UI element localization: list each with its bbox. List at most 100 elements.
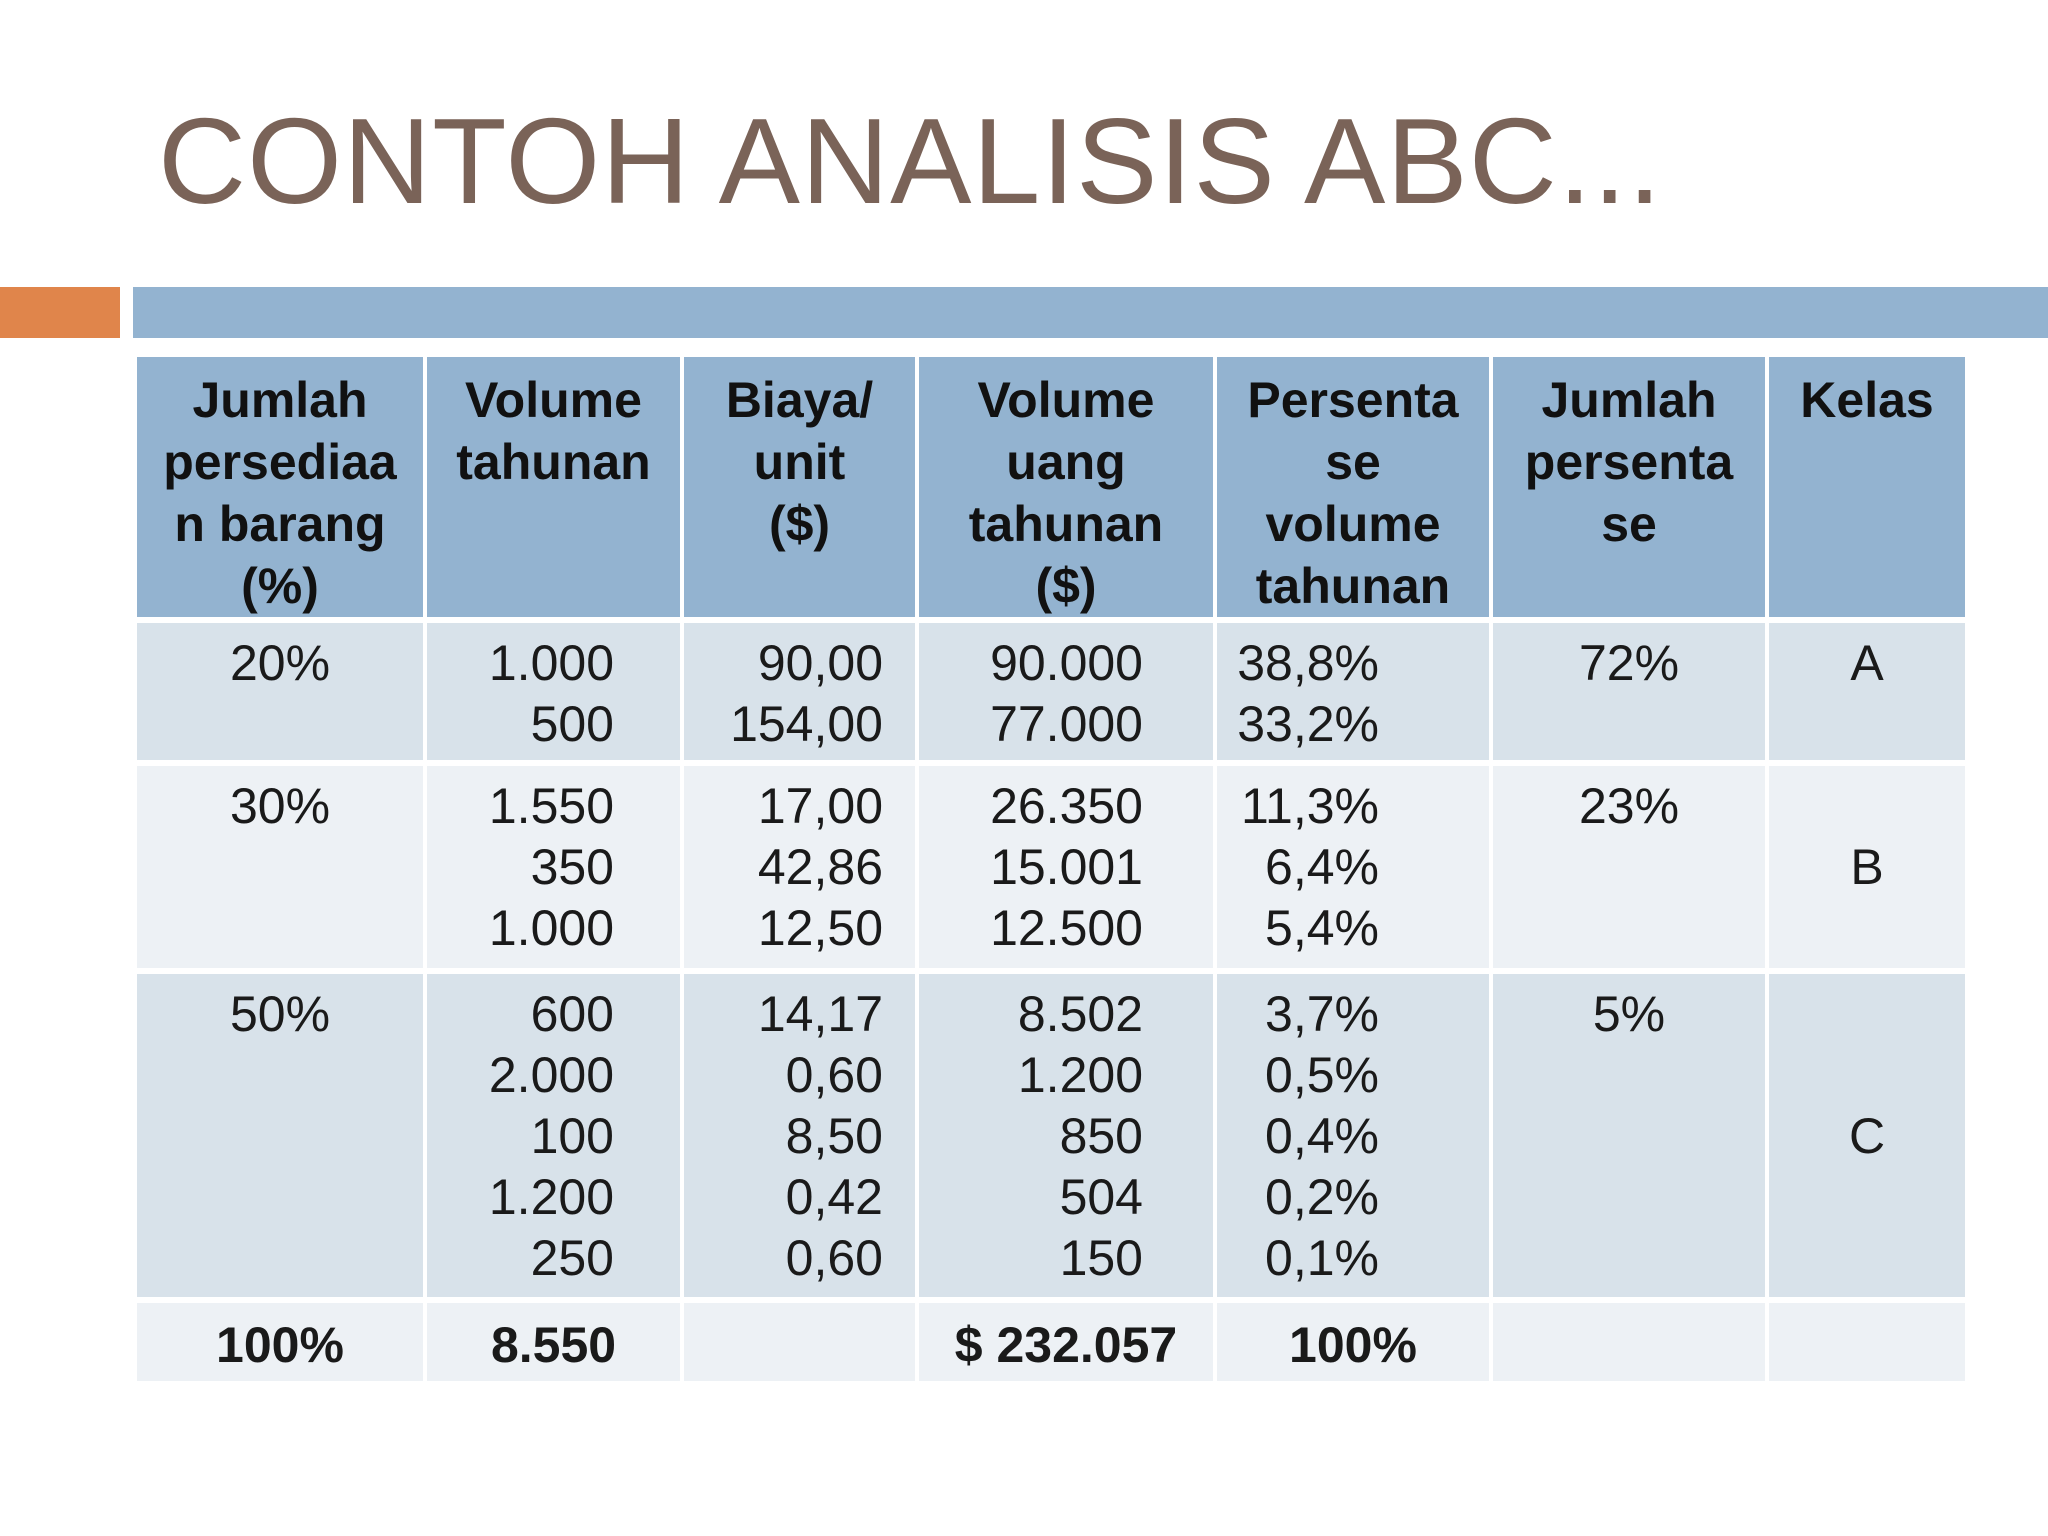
header-line: persenta xyxy=(1524,434,1734,490)
cell-value: 5,4% xyxy=(1265,900,1379,956)
cell-value: 350 xyxy=(530,839,614,895)
cell-value: 12.500 xyxy=(990,900,1143,956)
total-item-percent: 100% xyxy=(137,1303,423,1381)
table-row-class-b: 30% 1.550 350 1.000 17,00 42,86 12,50 26… xyxy=(137,766,1965,968)
header-line: Jumlah xyxy=(192,372,368,428)
cell-annual-volume: 600 2.000 100 1.200 250 xyxy=(427,974,680,1297)
cell-value: 1.200 xyxy=(1017,1047,1143,1103)
cell-value: 0,60 xyxy=(785,1230,883,1286)
total-annual-volume: 8.550 xyxy=(427,1303,680,1381)
header-line: ($) xyxy=(768,496,831,552)
cell-money-volume: 90.000 77.000 xyxy=(919,623,1213,760)
cell-value: 33,2% xyxy=(1237,696,1379,752)
abc-analysis-table: Jumlah persediaa n barang (%) Volume tah… xyxy=(133,351,1969,1387)
header-line: se xyxy=(1325,434,1381,490)
header-annual-money-volume: Volume uang tahunan ($) xyxy=(919,357,1213,617)
header-line: volume xyxy=(1265,496,1441,552)
header-line: n barang xyxy=(174,496,386,552)
cell-value: 1.000 xyxy=(488,900,614,956)
cell-value: 8,50 xyxy=(785,1108,883,1164)
header-line: Biaya/ xyxy=(725,372,874,428)
cell-value: 8.550 xyxy=(490,1317,617,1373)
cell-value xyxy=(1769,1303,1965,1315)
cell-value: 90.000 xyxy=(990,635,1143,691)
cell-value: 6,4% xyxy=(1265,839,1379,895)
cell-unit-cost: 90,00 154,00 xyxy=(684,623,915,760)
header-line: Kelas xyxy=(1800,372,1934,428)
cell-value: 1.200 xyxy=(488,1169,614,1225)
cell-annual-volume: 1.550 350 1.000 xyxy=(427,766,680,968)
cell-value: 42,86 xyxy=(757,839,883,895)
cell-class: B xyxy=(1769,766,1965,968)
cell-value: 0,4% xyxy=(1265,1108,1379,1164)
cell-cumulative-percent: 23% xyxy=(1493,766,1765,968)
cell-value: 15.001 xyxy=(990,839,1143,895)
cell-value: 26.350 xyxy=(990,778,1143,834)
header-class: Kelas xyxy=(1769,357,1965,617)
total-unit-cost xyxy=(684,1303,915,1381)
cell-volume-percent: 11,3% 6,4% 5,4% xyxy=(1217,766,1489,968)
cell-value: 3,7% xyxy=(1265,986,1379,1042)
cell-item-percent: 20% xyxy=(137,623,423,760)
cell-value: 150 xyxy=(1059,1230,1143,1286)
cell-value: 600 xyxy=(530,986,614,1042)
cell-value: 0,1% xyxy=(1265,1230,1379,1286)
cell-volume-percent: 3,7% 0,5% 0,4% 0,2% 0,1% xyxy=(1217,974,1489,1297)
table-row-class-c: 50% 600 2.000 100 1.200 250 14,17 0,60 8… xyxy=(137,974,1965,1297)
header-unit-cost: Biaya/ unit ($) xyxy=(684,357,915,617)
cell-value xyxy=(684,1303,915,1315)
header-line: tahunan xyxy=(968,496,1164,552)
cell-value: 250 xyxy=(530,1230,614,1286)
cell-value: 0,5% xyxy=(1265,1047,1379,1103)
cell-value: 17,00 xyxy=(757,778,883,834)
cell-value: 504 xyxy=(1059,1169,1143,1225)
cell-value: $ 232.057 xyxy=(954,1317,1178,1373)
cell-value: 12,50 xyxy=(757,900,883,956)
header-annual-volume: Volume tahunan xyxy=(427,357,680,617)
class-label: A xyxy=(1850,635,1884,691)
class-label: C xyxy=(1848,1108,1886,1164)
total-money-volume: $ 232.057 xyxy=(919,1303,1213,1381)
header-line: Volume xyxy=(977,372,1155,428)
cell-value: 14,17 xyxy=(757,986,883,1042)
cell-annual-volume: 1.000 500 xyxy=(427,623,680,760)
cell-money-volume: 26.350 15.001 12.500 xyxy=(919,766,1213,968)
cell-value: 154,00 xyxy=(730,696,883,752)
header-item-percent: Jumlah persediaa n barang (%) xyxy=(137,357,423,617)
cell-item-percent: 50% xyxy=(137,974,423,1297)
cell-value: 1.550 xyxy=(488,778,614,834)
cell-item-percent: 30% xyxy=(137,766,423,968)
cell-value: 20% xyxy=(229,635,331,691)
cell-value: 72% xyxy=(1578,635,1680,691)
cell-value: 100 xyxy=(530,1108,614,1164)
header-cumulative-percent: Jumlah persenta se xyxy=(1493,357,1765,617)
cell-value: 8.502 xyxy=(1017,986,1143,1042)
cell-cumulative-percent: 72% xyxy=(1493,623,1765,760)
header-line: tahunan xyxy=(456,434,651,490)
header-line: Persenta xyxy=(1247,372,1459,428)
accent-bar-blue xyxy=(133,287,2048,338)
header-volume-percent: Persenta se volume tahunan xyxy=(1217,357,1489,617)
cell-volume-percent: 38,8% 33,2% xyxy=(1217,623,1489,760)
cell-value: 11,3% xyxy=(1240,778,1379,834)
cell-value: 38,8% xyxy=(1237,635,1379,691)
cell-class: A xyxy=(1769,623,1965,760)
cell-value: 23% xyxy=(1578,778,1680,834)
accent-bar-orange xyxy=(0,287,120,338)
header-line: (%) xyxy=(241,558,319,614)
header-line: Jumlah xyxy=(1541,372,1717,428)
total-volume-percent: 100% xyxy=(1217,1303,1489,1381)
header-line: uang xyxy=(1006,434,1126,490)
header-line: se xyxy=(1601,496,1657,552)
cell-money-volume: 8.502 1.200 850 504 150 xyxy=(919,974,1213,1297)
header-line: Volume xyxy=(465,372,642,428)
cell-value: 5% xyxy=(1592,986,1666,1042)
cell-value: 1.000 xyxy=(488,635,614,691)
table-header-row: Jumlah persediaa n barang (%) Volume tah… xyxy=(137,357,1965,617)
header-line: unit xyxy=(753,434,846,490)
cell-value: 500 xyxy=(530,696,614,752)
total-class xyxy=(1769,1303,1965,1381)
header-line: tahunan xyxy=(1255,558,1451,614)
cell-value: 50% xyxy=(229,986,331,1042)
slide-title: CONTOH ANALISIS ABC... xyxy=(158,93,1663,229)
